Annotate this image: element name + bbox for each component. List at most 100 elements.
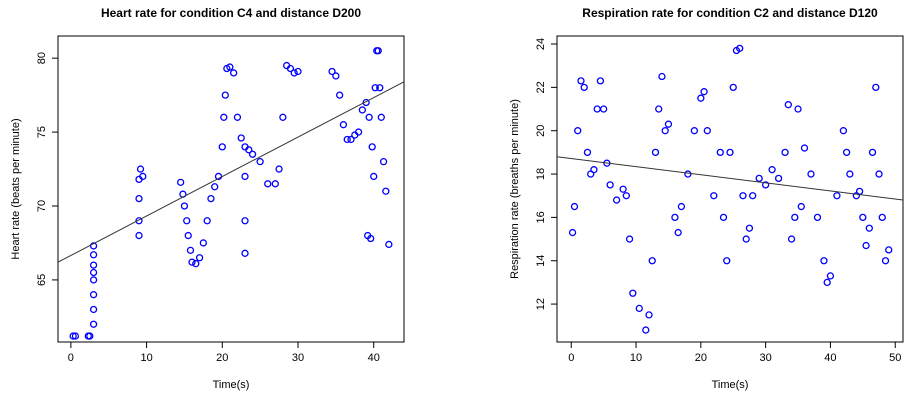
data-point [787,235,796,243]
data-point [229,69,238,77]
data-point [368,143,376,151]
data-point [690,127,699,135]
data-point [241,217,249,225]
data-point [677,202,686,211]
data-point [658,72,666,81]
data-point [89,261,98,269]
data-point [742,235,750,243]
data-point [606,181,614,189]
data-point [761,181,770,189]
data-point [241,172,249,181]
data-point [755,174,763,183]
x-tick-label: 20 [216,352,228,364]
data-point [339,121,348,129]
data-point [192,260,200,268]
data-point [177,178,185,186]
data-point [89,276,98,284]
data-point [570,202,579,211]
data-point [872,83,880,92]
data-point [635,304,643,313]
data-point [271,180,279,188]
data-point [264,180,272,188]
data-point [661,127,669,135]
x-tick-label: 40 [824,352,836,364]
data-point [354,128,363,136]
data-point [655,105,663,113]
plot-frame [556,35,904,343]
data-point [593,105,601,113]
data-point [820,257,828,265]
data-point [645,311,653,319]
data-point [791,213,799,222]
data-point [885,246,893,254]
data-point [370,172,378,181]
data-point [382,187,390,195]
x-axis-label: Time(s) [712,379,749,391]
data-point [726,148,734,157]
data-point [89,242,98,250]
data-point [89,305,98,314]
data-point [859,213,867,222]
data-point [703,127,711,135]
data-point [729,83,737,92]
data-point [367,234,375,243]
data-point [574,127,582,135]
data-point [629,289,637,297]
data-point [716,148,724,157]
y-tick-label: 12 [535,298,547,310]
data-point [794,105,802,113]
data-point [619,185,627,193]
data-point [745,224,754,232]
data-point [826,272,835,280]
y-tick-label: 75 [36,126,48,138]
data-point [671,213,679,222]
data-point [833,192,841,200]
data-point [207,194,215,203]
y-tick-label: 65 [36,274,48,286]
data-point [343,135,351,144]
data-point [377,113,385,121]
data-point [612,196,621,204]
y-tick-label: 22 [535,81,547,93]
data-point [723,257,731,265]
data-point [332,72,340,80]
data-point [625,235,634,243]
data-point [188,258,196,266]
y-tick-label: 18 [535,168,547,180]
data-point [376,84,384,92]
x-tick-label: 20 [695,352,707,364]
data-point [199,239,208,247]
data-point [842,148,851,157]
data-point [881,257,890,265]
x-tick-label: 0 [568,352,574,364]
data-point [275,165,283,173]
data-point [335,91,344,99]
data-point [135,194,143,203]
data-point [195,254,204,262]
x-tick-label: 0 [68,352,74,364]
data-point [221,91,229,99]
data-point [736,44,744,53]
data-point [875,170,883,178]
data-point [183,217,191,225]
data-point [784,101,792,109]
x-tick-label: 30 [292,352,304,364]
data-point [279,113,287,121]
data-point [180,202,189,210]
x-tick-label: 10 [140,352,152,364]
chart-title: Respiration rate for condition C2 and di… [582,6,878,20]
data-point [580,83,588,92]
data-point [749,192,757,200]
data-point [839,127,848,135]
data-point [374,47,382,55]
data-point [577,77,585,85]
data-point [211,183,219,191]
data-point [868,148,877,157]
data-point [135,217,143,225]
data-point [846,170,854,178]
data-point [136,165,145,173]
data-point [245,146,253,154]
data-point [878,213,886,222]
data-point [220,113,228,121]
